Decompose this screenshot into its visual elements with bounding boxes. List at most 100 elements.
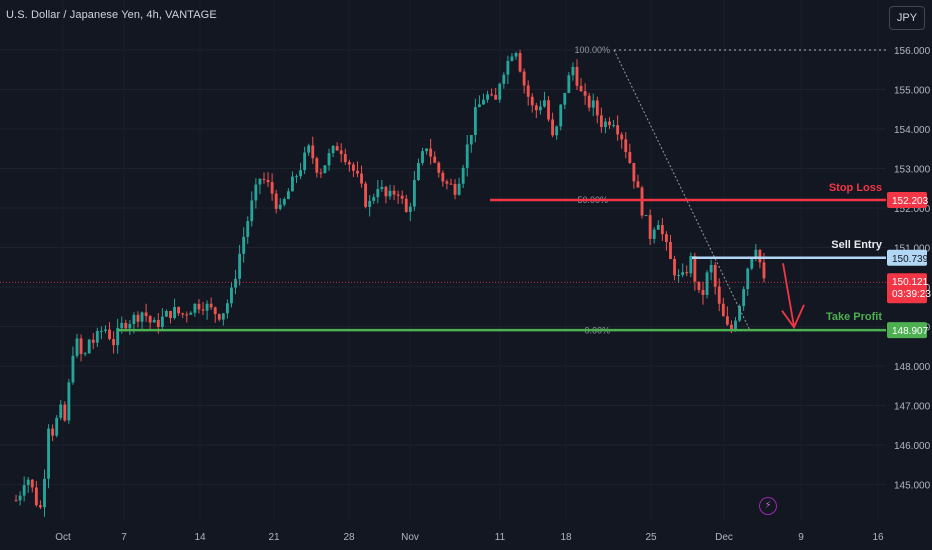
y-tick-label: 156.000	[894, 46, 931, 57]
candle-body	[498, 83, 502, 100]
lightning-bolt-icon[interactable]: ⚡	[759, 497, 777, 515]
candle-body	[762, 262, 766, 279]
candle-body	[534, 105, 538, 111]
candle-body	[112, 339, 116, 346]
sell-entry-price-tag-box	[887, 249, 927, 266]
candle-body	[445, 181, 449, 184]
candle-body	[628, 152, 632, 163]
candle-body	[217, 314, 221, 320]
candle-body	[421, 151, 424, 163]
candle-body	[543, 100, 546, 107]
candle-body	[209, 303, 213, 308]
candle-body	[526, 85, 530, 97]
x-tick-label: 14	[194, 532, 206, 543]
candle-body	[311, 145, 315, 159]
fib-level-label: 100.00%	[574, 45, 610, 55]
candle-body	[262, 178, 266, 180]
candle-body	[254, 184, 258, 201]
candle-body	[136, 314, 140, 322]
candle-body	[547, 100, 550, 120]
candle-body	[685, 272, 689, 274]
candle-body	[18, 495, 22, 501]
candle-body	[189, 312, 193, 315]
symbol-title: U.S. Dollar / Japanese Yen, 4h, VANTAGE	[6, 9, 217, 21]
candle-body	[282, 199, 286, 205]
candle-body	[197, 303, 201, 310]
x-tick-label: Nov	[401, 532, 419, 543]
candle-body	[335, 146, 339, 151]
candle-body	[717, 286, 721, 304]
current-price-tag-box	[887, 273, 927, 304]
candle-body	[331, 146, 335, 154]
axes: 156.000 155.000 154.000 153.000 152.000 151.0…	[55, 46, 931, 543]
x-tick-label: Oct	[55, 532, 71, 543]
candle-body	[538, 106, 542, 111]
candle-body	[563, 92, 567, 105]
candle-body	[486, 94, 489, 100]
candle-body	[364, 183, 368, 207]
candle-body	[669, 241, 672, 260]
currency-button[interactable]: JPY	[889, 6, 925, 30]
candle-body	[640, 187, 644, 216]
down-arrow-shaft[interactable]	[782, 263, 795, 327]
candle-body	[173, 306, 176, 319]
candle-body	[238, 253, 242, 279]
candle-body	[429, 148, 433, 157]
candle-body	[461, 167, 465, 184]
y-tick-label: 146.000	[894, 441, 931, 452]
candle-body	[242, 236, 246, 254]
sell-entry-price-tag[interactable]: 150.739	[887, 249, 929, 266]
candle-body	[709, 264, 713, 273]
fib-trend-line[interactable]	[613, 49, 751, 331]
candle-body	[91, 339, 95, 343]
candle-body	[530, 96, 534, 106]
candle-body	[551, 119, 555, 136]
candle-body	[26, 479, 30, 486]
candle-body	[384, 186, 388, 197]
candle-body	[323, 165, 327, 174]
candle-body	[34, 487, 38, 506]
candle-body	[380, 186, 384, 190]
y-tick-label: 155.000	[894, 86, 931, 97]
take-profit-price-tag[interactable]: 148.907	[887, 322, 929, 339]
current-price-tag-countdown: 03:39:23	[892, 289, 931, 300]
candle-body	[156, 319, 160, 327]
candle-body	[185, 314, 189, 316]
candle-body	[571, 66, 575, 76]
candle-body	[71, 355, 75, 383]
candle-body	[43, 478, 46, 508]
take-profit-price-tag-text: 148.907	[892, 326, 929, 337]
candle-body	[299, 170, 302, 177]
candle-body	[433, 156, 437, 163]
candle-body	[116, 328, 120, 346]
candle-body	[372, 197, 376, 201]
candle-body	[140, 312, 144, 322]
candle-body	[266, 179, 270, 183]
candle-body	[230, 287, 233, 304]
candle-body	[368, 200, 372, 207]
candle-body	[205, 303, 209, 311]
candle-body	[59, 404, 63, 418]
stop-loss-price-tag[interactable]: 152.203	[887, 191, 929, 208]
candle-body	[620, 134, 624, 140]
candle-body	[437, 162, 441, 173]
candle-body	[656, 225, 660, 230]
candle-body	[144, 312, 148, 317]
x-tick-label: 16	[872, 532, 884, 543]
candle-body	[636, 181, 640, 188]
stop-loss-price-tag-box	[887, 191, 927, 208]
candle-body	[108, 329, 111, 340]
stop-loss-label: Stop Loss	[829, 182, 882, 194]
x-tick-label: 25	[645, 532, 657, 543]
candle-body	[165, 311, 168, 317]
candle-body	[742, 289, 746, 307]
candle-body	[514, 53, 518, 57]
candle-body	[595, 100, 599, 116]
sell-entry-label: Sell Entry	[831, 239, 883, 251]
candle-body	[457, 183, 461, 195]
down-arrow-head[interactable]	[781, 304, 805, 330]
y-tick-label: 152.000	[894, 204, 931, 215]
